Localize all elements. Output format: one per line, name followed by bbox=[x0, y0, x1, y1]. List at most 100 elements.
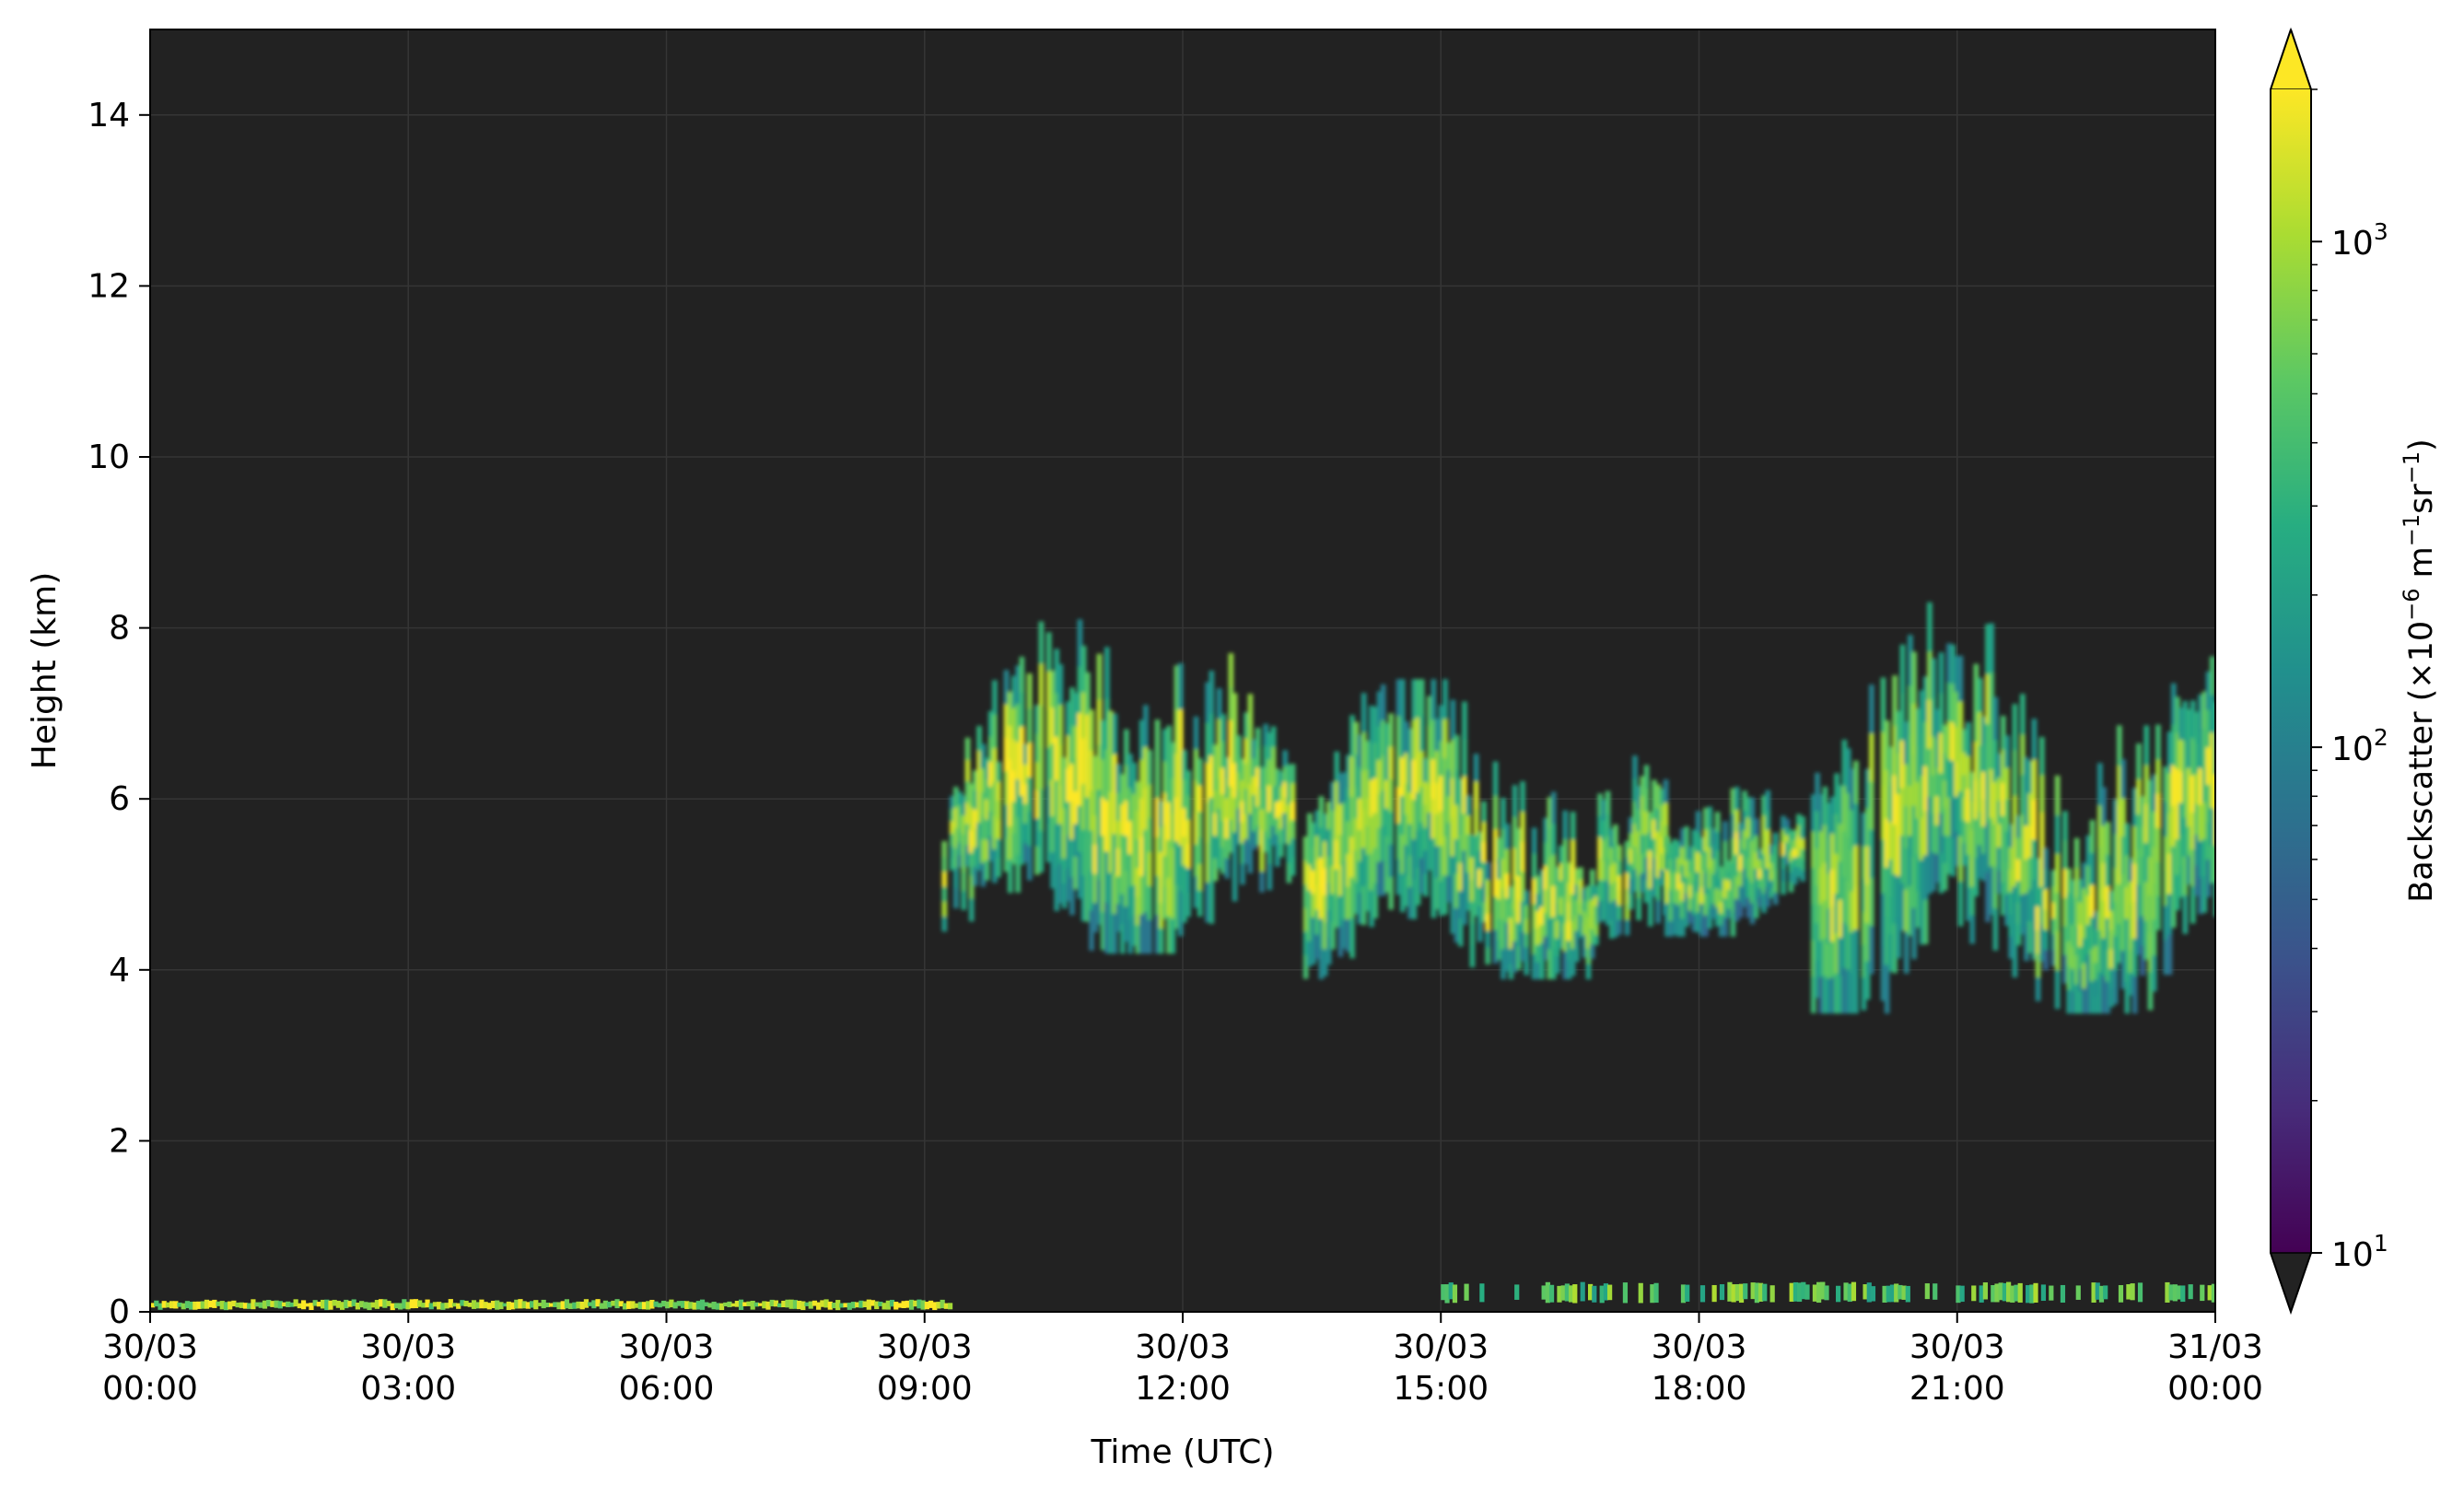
heatmap-cell bbox=[1038, 746, 1045, 789]
heatmap-cell bbox=[1311, 940, 1316, 965]
heatmap-cell bbox=[1003, 670, 1010, 705]
heatmap-cell bbox=[417, 1300, 423, 1307]
heatmap-cell bbox=[1434, 781, 1441, 815]
heatmap-cell bbox=[2073, 837, 2080, 869]
heatmap-cell bbox=[1547, 918, 1553, 950]
heatmap-cell bbox=[1931, 735, 1936, 776]
heatmap-cell bbox=[1734, 853, 1740, 877]
heatmap-cell bbox=[1793, 1281, 1798, 1302]
heatmap-cell bbox=[1931, 851, 1936, 892]
heatmap-cell bbox=[973, 827, 978, 848]
heatmap-cell bbox=[2000, 881, 2006, 916]
heatmap-cell bbox=[1395, 858, 1402, 895]
heatmap-cell bbox=[2031, 799, 2038, 840]
heatmap-cell bbox=[614, 1299, 620, 1309]
heatmap-cell bbox=[1691, 863, 1698, 882]
heatmap-cell bbox=[812, 1300, 818, 1306]
heatmap-cell bbox=[1896, 916, 1902, 959]
heatmap-cell bbox=[1801, 1281, 1806, 1300]
heatmap-cell bbox=[1531, 852, 1537, 880]
heatmap-cell bbox=[1302, 906, 1309, 932]
heatmap-cell bbox=[2198, 840, 2204, 878]
heatmap-cell bbox=[1954, 760, 1960, 797]
heatmap-cell bbox=[1407, 728, 1413, 761]
heatmap-cell bbox=[1061, 883, 1068, 909]
heatmap-cell bbox=[2035, 905, 2041, 930]
heatmap-cells bbox=[150, 602, 2215, 1311]
heatmap-cell bbox=[1699, 1285, 1706, 1303]
heatmap-cell bbox=[1232, 865, 1238, 902]
heatmap-cell bbox=[908, 1299, 915, 1310]
heatmap-cell bbox=[2198, 694, 2204, 732]
heatmap-cell bbox=[2019, 853, 2026, 895]
heatmap-feature bbox=[1302, 679, 1669, 980]
heatmap-cell bbox=[1485, 946, 1491, 965]
heatmap-cell bbox=[1746, 797, 1752, 818]
heatmap-cell bbox=[2029, 1284, 2035, 1304]
heatmap-cell bbox=[1512, 785, 1518, 817]
heatmap-cell bbox=[1193, 875, 1199, 908]
heatmap-cell bbox=[2112, 901, 2119, 937]
heatmap-cell bbox=[870, 1300, 876, 1306]
heatmap-cell bbox=[1442, 835, 1448, 876]
heatmap-cell bbox=[1617, 889, 1622, 906]
heatmap-cell bbox=[2054, 775, 2061, 815]
heatmap-cell bbox=[1772, 832, 1779, 846]
heatmap-cell bbox=[1302, 836, 1309, 861]
heatmap-cell bbox=[1446, 874, 1453, 903]
heatmap-cell bbox=[1057, 823, 1064, 864]
heatmap-cell bbox=[1119, 803, 1126, 835]
heatmap-cell bbox=[2004, 766, 2010, 800]
heatmap-cell bbox=[2000, 814, 2006, 849]
heatmap-cell bbox=[2043, 929, 2049, 951]
heatmap-cell bbox=[1980, 716, 1987, 745]
heatmap-cell bbox=[1365, 768, 1371, 799]
heatmap-cell bbox=[2078, 945, 2084, 969]
heatmap-cell bbox=[1282, 827, 1289, 845]
heatmap-cell bbox=[1922, 898, 1929, 944]
heatmap-cell bbox=[2117, 725, 2122, 766]
heatmap-cell bbox=[1566, 882, 1572, 903]
heatmap-cell bbox=[1286, 862, 1292, 883]
heatmap-cell bbox=[1154, 758, 1161, 799]
heatmap-cell bbox=[847, 1303, 852, 1310]
heatmap-cell bbox=[1757, 868, 1763, 879]
heatmap-cell bbox=[1139, 719, 1145, 760]
heatmap-cell bbox=[996, 780, 1001, 801]
heatmap-cell bbox=[1384, 751, 1390, 781]
heatmap-cell bbox=[1045, 632, 1052, 672]
heatmap-cell bbox=[1727, 1281, 1733, 1302]
heatmap-cell bbox=[1290, 819, 1296, 839]
heatmap-cell bbox=[1131, 915, 1138, 947]
heatmap-cell bbox=[1462, 813, 1467, 851]
heatmap-cell bbox=[1772, 868, 1779, 882]
heatmap-cell bbox=[1115, 848, 1122, 877]
heatmap-cell bbox=[1139, 875, 1145, 916]
heatmap-cell bbox=[1228, 818, 1234, 853]
heatmap-cell bbox=[1154, 797, 1161, 837]
heatmap-cell bbox=[1845, 880, 1851, 926]
heatmap-cell bbox=[286, 1301, 291, 1307]
y-tick-label: 2 bbox=[109, 1122, 130, 1160]
heatmap-cell bbox=[1707, 887, 1713, 909]
heatmap-cell bbox=[1605, 880, 1611, 904]
heatmap-cell bbox=[1353, 721, 1360, 755]
heatmap-cell bbox=[1870, 1286, 1876, 1302]
heatmap-cell bbox=[1127, 886, 1133, 921]
heatmap-cell bbox=[1574, 945, 1580, 963]
heatmap-cell bbox=[1411, 838, 1418, 880]
heatmap-cell bbox=[1589, 883, 1595, 900]
heatmap-cell bbox=[2131, 975, 2138, 1014]
heatmap-cell bbox=[1950, 836, 1956, 877]
heatmap-cell bbox=[2175, 838, 2180, 875]
heatmap-cell bbox=[1961, 842, 1968, 866]
heatmap-cell bbox=[2082, 988, 2087, 1014]
heatmap-cell bbox=[953, 867, 959, 889]
heatmap-cell bbox=[1270, 726, 1277, 747]
heatmap-cell bbox=[1792, 829, 1798, 840]
heatmap-cell bbox=[618, 1301, 624, 1307]
heatmap-cell bbox=[1680, 1284, 1687, 1304]
heatmap-cell bbox=[996, 761, 1001, 782]
heatmap-cell bbox=[2178, 801, 2185, 835]
heatmap-cell bbox=[1279, 799, 1284, 815]
